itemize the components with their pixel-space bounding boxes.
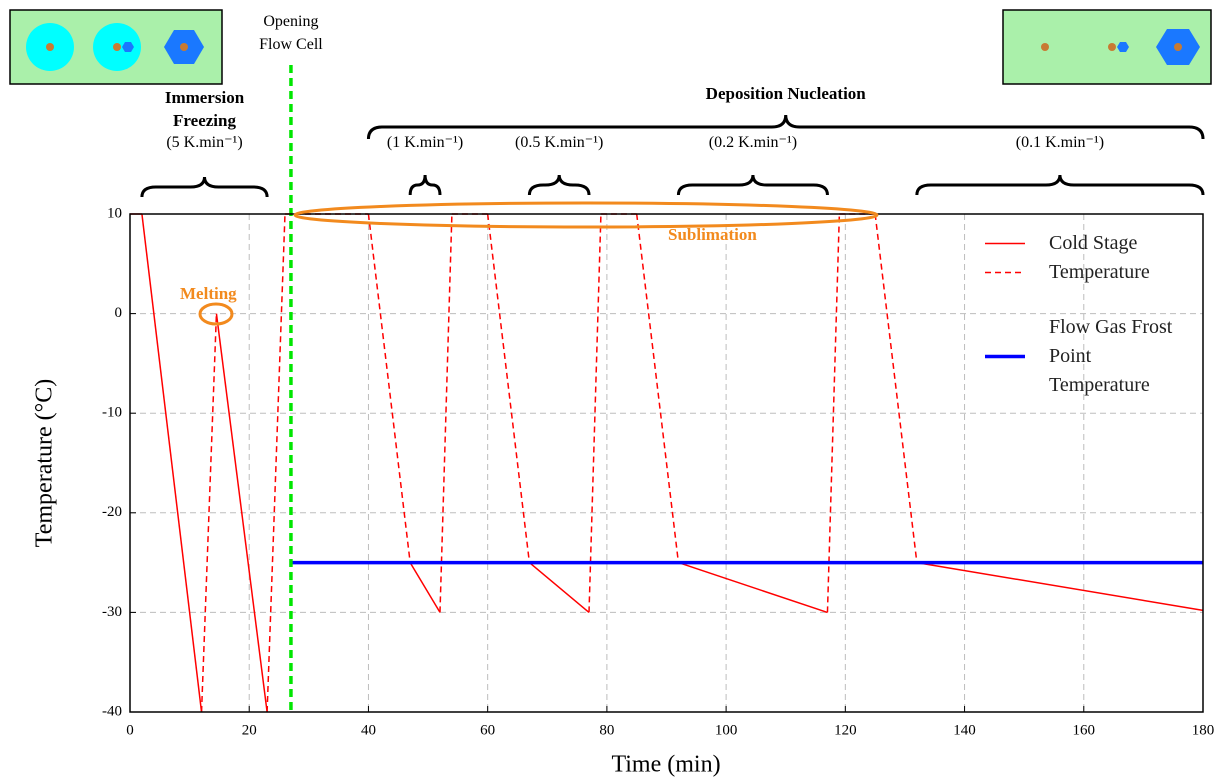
legend: Cold Stage Temperature Flow Gas Frost Poi… [983, 229, 1179, 426]
data-segment [588, 213, 602, 613]
x-axis-label: Time (min) [611, 752, 720, 778]
data-segment [826, 213, 841, 613]
data-segment [439, 213, 453, 613]
phase-label: Deposition Nucleation [705, 84, 866, 103]
data-segment [367, 213, 411, 563]
data-segment [141, 213, 203, 713]
sublimation-label: Sublimation [668, 225, 757, 244]
rate-label: (1 K.min⁻¹) [386, 134, 464, 151]
y-tick-label: 0 [115, 305, 123, 321]
melting-label: Melting [180, 284, 237, 303]
data-segment [635, 213, 680, 563]
x-tick-label: 60 [480, 722, 495, 738]
x-tick-label: 0 [126, 722, 134, 738]
data-segment [215, 313, 268, 713]
phase-brace [140, 176, 269, 198]
icon-right [1002, 9, 1212, 85]
data-segment [528, 562, 590, 613]
rate-label: (0.1 K.min⁻¹) [1015, 134, 1105, 151]
sublimation-ellipse [293, 201, 879, 229]
legend-label: Cold Stage Temperature [1049, 232, 1150, 283]
step-brace [527, 174, 591, 196]
data-segment [266, 213, 286, 713]
y-axis-label: Temperature (°C) [32, 379, 58, 548]
data-segment [486, 213, 531, 563]
icon-left [9, 9, 223, 85]
y-tick-label: -10 [102, 405, 122, 421]
legend-label: Flow Gas Frost Point Temperature [1049, 316, 1173, 396]
data-segment [200, 313, 218, 713]
rate-label: (0.5 K.min⁻¹) [515, 134, 604, 151]
step-brace [676, 174, 829, 196]
data-segment [916, 561, 1204, 612]
x-tick-label: 80 [599, 722, 614, 738]
legend-swatch [985, 354, 1025, 359]
melting-circle [198, 302, 234, 326]
data-segment [409, 562, 441, 613]
y-tick-label: -20 [102, 504, 122, 520]
x-tick-label: 40 [361, 722, 376, 738]
x-tick-label: 160 [1073, 722, 1096, 738]
x-tick-label: 20 [242, 722, 257, 738]
data-segment [874, 213, 918, 563]
y-tick-label: 10 [107, 205, 122, 221]
legend-item: Cold Stage Temperature [983, 229, 1179, 287]
x-tick-label: 140 [953, 722, 976, 738]
x-tick-label: 180 [1192, 722, 1215, 738]
phase-brace [366, 114, 1205, 140]
phase-label: Immersion Freezing [164, 88, 245, 130]
x-tick-label: 120 [834, 722, 857, 738]
marker-label: Opening Flow Cell [259, 13, 323, 53]
plot-frame [129, 213, 1204, 713]
y-tick-label: -30 [102, 604, 122, 620]
y-tick-label: -40 [102, 703, 122, 719]
x-tick-label: 100 [715, 722, 738, 738]
rate-label: (0.2 K.min⁻¹) [708, 134, 798, 151]
legend-swatch [985, 242, 1025, 274]
rate-label: (5 K.min⁻¹) [166, 134, 243, 151]
step-brace [408, 174, 442, 196]
legend-item: Flow Gas Frost Point Temperature [983, 313, 1179, 400]
step-brace [915, 174, 1205, 196]
data-segment [678, 561, 828, 614]
